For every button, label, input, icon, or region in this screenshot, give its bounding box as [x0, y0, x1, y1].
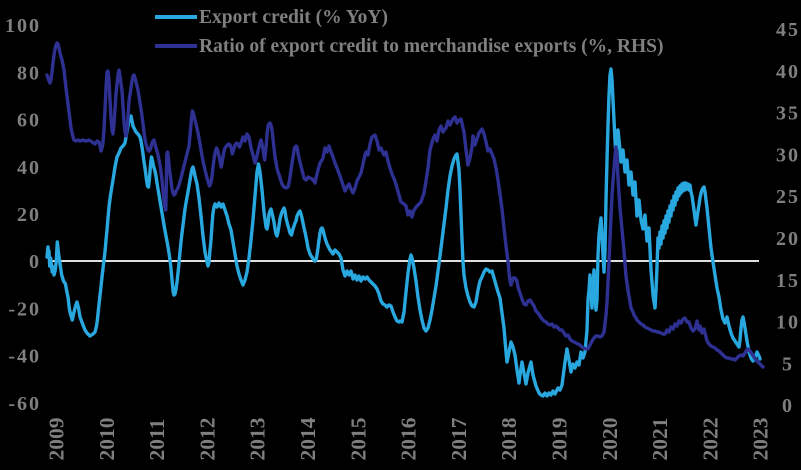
svg-text:0: 0 [782, 395, 794, 417]
svg-text:-20: -20 [8, 298, 41, 320]
svg-text:2011: 2011 [145, 419, 169, 461]
svg-text:10: 10 [776, 312, 800, 334]
svg-text:-60: -60 [8, 393, 41, 415]
svg-text:-40: -40 [8, 346, 41, 368]
svg-text:40: 40 [17, 157, 41, 179]
svg-text:0: 0 [29, 251, 41, 273]
svg-text:30: 30 [776, 144, 800, 166]
svg-text:80: 80 [17, 62, 41, 84]
svg-text:2023: 2023 [749, 417, 773, 460]
svg-text:20: 20 [776, 228, 800, 250]
svg-text:100: 100 [5, 15, 41, 37]
svg-text:45: 45 [776, 19, 800, 41]
svg-text:60: 60 [17, 110, 41, 132]
svg-text:5: 5 [782, 353, 794, 375]
svg-text:35: 35 [776, 103, 800, 125]
svg-text:2010: 2010 [95, 418, 119, 461]
svg-text:Ratio of export credit to merc: Ratio of export credit to merchandise ex… [199, 36, 664, 57]
svg-text:2016: 2016 [397, 417, 421, 460]
svg-text:2013: 2013 [246, 417, 270, 460]
svg-text:Export credit (% YoY): Export credit (% YoY) [199, 7, 388, 28]
svg-text:2019: 2019 [548, 418, 572, 461]
svg-text:2022: 2022 [698, 418, 722, 461]
svg-text:2018: 2018 [497, 417, 521, 460]
svg-text:2015: 2015 [346, 418, 370, 461]
svg-text:2017: 2017 [447, 417, 471, 460]
svg-text:2020: 2020 [598, 418, 622, 461]
svg-text:20: 20 [17, 204, 41, 226]
svg-text:2014: 2014 [296, 417, 320, 460]
svg-text:15: 15 [776, 270, 800, 292]
svg-text:2009: 2009 [45, 418, 69, 461]
svg-text:40: 40 [776, 61, 800, 83]
svg-text:2021: 2021 [648, 418, 672, 461]
svg-text:2012: 2012 [195, 418, 219, 461]
svg-text:25: 25 [776, 186, 800, 208]
